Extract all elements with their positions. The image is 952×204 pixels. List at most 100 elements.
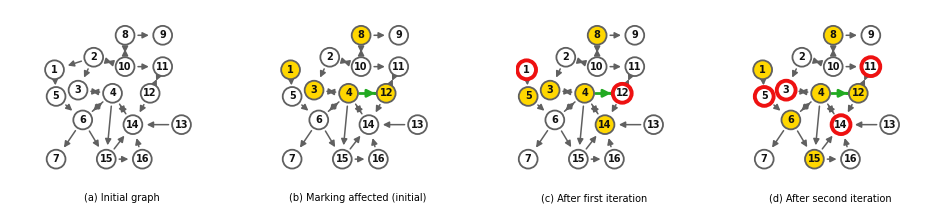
Circle shape xyxy=(309,111,328,129)
Circle shape xyxy=(103,84,122,103)
Text: 11: 11 xyxy=(392,62,406,72)
Circle shape xyxy=(115,57,134,76)
Text: 16: 16 xyxy=(371,154,386,164)
Circle shape xyxy=(575,84,594,103)
Text: 7: 7 xyxy=(52,154,59,164)
Circle shape xyxy=(339,84,358,103)
Circle shape xyxy=(124,115,142,134)
Circle shape xyxy=(281,60,300,79)
Text: 13: 13 xyxy=(646,120,661,130)
Text: 3: 3 xyxy=(74,85,82,95)
Circle shape xyxy=(805,150,823,169)
Circle shape xyxy=(351,57,370,76)
Circle shape xyxy=(613,84,631,103)
Text: 11: 11 xyxy=(156,62,169,72)
Circle shape xyxy=(545,111,565,129)
Text: 4: 4 xyxy=(582,88,588,98)
Circle shape xyxy=(587,26,606,45)
Text: 7: 7 xyxy=(288,154,295,164)
Text: 9: 9 xyxy=(867,30,874,40)
Text: 4: 4 xyxy=(346,88,352,98)
Text: 5: 5 xyxy=(288,91,295,101)
Circle shape xyxy=(517,60,536,79)
Circle shape xyxy=(832,115,850,134)
Text: (c) After first iteration: (c) After first iteration xyxy=(541,193,647,203)
Text: 16: 16 xyxy=(135,154,149,164)
Text: 3: 3 xyxy=(783,85,789,95)
Text: 7: 7 xyxy=(761,154,767,164)
Circle shape xyxy=(556,48,575,67)
Circle shape xyxy=(369,150,387,169)
Circle shape xyxy=(625,26,645,45)
Text: 10: 10 xyxy=(826,62,840,72)
Circle shape xyxy=(755,150,774,169)
Text: 8: 8 xyxy=(594,30,601,40)
Circle shape xyxy=(408,115,426,134)
Circle shape xyxy=(333,150,351,169)
Text: 1: 1 xyxy=(288,65,294,75)
Text: 3: 3 xyxy=(546,85,553,95)
Text: 15: 15 xyxy=(571,154,585,164)
Circle shape xyxy=(645,115,663,134)
Text: 13: 13 xyxy=(883,120,897,130)
Text: 10: 10 xyxy=(354,62,367,72)
Circle shape xyxy=(755,87,774,106)
Circle shape xyxy=(753,60,772,79)
Circle shape xyxy=(519,87,538,106)
Circle shape xyxy=(351,26,370,45)
Circle shape xyxy=(73,111,92,129)
Circle shape xyxy=(823,57,843,76)
Text: 12: 12 xyxy=(380,88,393,98)
Circle shape xyxy=(862,26,881,45)
Text: 15: 15 xyxy=(335,154,349,164)
Circle shape xyxy=(792,48,811,67)
Circle shape xyxy=(587,57,606,76)
Circle shape xyxy=(841,150,860,169)
Text: 15: 15 xyxy=(807,154,822,164)
Circle shape xyxy=(172,115,191,134)
Text: 9: 9 xyxy=(631,30,638,40)
Text: 6: 6 xyxy=(79,115,86,125)
Circle shape xyxy=(862,57,881,76)
Circle shape xyxy=(321,48,339,67)
Circle shape xyxy=(47,87,66,106)
Text: 11: 11 xyxy=(628,62,642,72)
Circle shape xyxy=(596,115,614,134)
Text: 8: 8 xyxy=(358,30,365,40)
Circle shape xyxy=(47,150,66,169)
Text: 4: 4 xyxy=(109,88,116,98)
Circle shape xyxy=(541,81,560,100)
Circle shape xyxy=(625,57,645,76)
Text: 5: 5 xyxy=(52,91,59,101)
Circle shape xyxy=(389,26,408,45)
Circle shape xyxy=(881,115,899,134)
Circle shape xyxy=(389,57,408,76)
Text: 4: 4 xyxy=(818,88,824,98)
Text: 13: 13 xyxy=(411,120,425,130)
Circle shape xyxy=(777,81,796,100)
Circle shape xyxy=(569,150,587,169)
Text: 2: 2 xyxy=(799,52,805,62)
Circle shape xyxy=(283,87,302,106)
Text: 14: 14 xyxy=(127,120,140,130)
Text: 10: 10 xyxy=(118,62,131,72)
Circle shape xyxy=(69,81,88,100)
Text: 2: 2 xyxy=(90,52,97,62)
Text: (a) Initial graph: (a) Initial graph xyxy=(84,193,160,203)
Circle shape xyxy=(141,84,160,103)
Text: 13: 13 xyxy=(175,120,188,130)
Text: (d) After second iteration: (d) After second iteration xyxy=(769,193,891,203)
Text: 2: 2 xyxy=(563,52,569,62)
Text: 3: 3 xyxy=(310,85,317,95)
Text: 7: 7 xyxy=(525,154,531,164)
Circle shape xyxy=(153,26,172,45)
Text: 9: 9 xyxy=(159,30,166,40)
Text: 12: 12 xyxy=(144,88,157,98)
Circle shape xyxy=(782,111,801,129)
Text: 5: 5 xyxy=(761,91,767,101)
Circle shape xyxy=(153,57,172,76)
Text: 8: 8 xyxy=(830,30,837,40)
Circle shape xyxy=(519,150,538,169)
Circle shape xyxy=(45,60,64,79)
Text: 9: 9 xyxy=(395,30,402,40)
